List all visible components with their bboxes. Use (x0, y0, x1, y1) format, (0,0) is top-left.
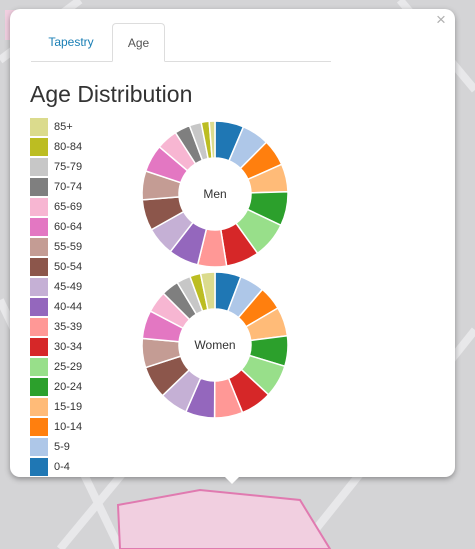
legend-label: 25-29 (54, 361, 83, 373)
legend-label: 20-24 (54, 381, 83, 393)
legend-label: 60-64 (54, 221, 83, 233)
legend-swatch (30, 118, 48, 136)
legend-swatch (30, 238, 48, 256)
legend-label: 85+ (54, 121, 73, 133)
legend-swatch (30, 458, 48, 476)
legend-swatch (30, 198, 48, 216)
legend-label: 45-49 (54, 281, 83, 293)
legend-swatch (30, 178, 48, 196)
legend-item: 15-19 (30, 397, 110, 417)
legend-item: 75-79 (30, 157, 110, 177)
legend-item: 40-44 (30, 297, 110, 317)
legend-swatch (30, 398, 48, 416)
legend-item: 5-9 (30, 437, 110, 457)
legend-item: 85+ (30, 117, 110, 137)
legend-label: 65-69 (54, 201, 83, 213)
legend-swatch (30, 318, 48, 336)
tab-bar: Tapestry Age (31, 23, 331, 62)
legend-swatch (30, 418, 48, 436)
legend-label: 5-9 (54, 441, 70, 453)
legend-item: 50-54 (30, 257, 110, 277)
legend-swatch (30, 218, 48, 236)
legend-swatch (30, 258, 48, 276)
legend-label: 15-19 (54, 401, 83, 413)
legend-swatch (30, 438, 48, 456)
women-donut-chart: Women (141, 271, 289, 419)
legend-swatch (30, 278, 48, 296)
legend-item: 60-64 (30, 217, 110, 237)
legend-item: 80-84 (30, 137, 110, 157)
page-title: Age Distribution (30, 81, 193, 107)
legend-swatch (30, 158, 48, 176)
popup-pointer (222, 474, 242, 484)
legend-item: 65-69 (30, 197, 110, 217)
legend-item: 30-34 (30, 337, 110, 357)
info-popup: × Tapestry Age Age Distribution 85+ 80-84… (10, 9, 455, 477)
legend-item: 45-49 (30, 277, 110, 297)
legend-label: 75-79 (54, 161, 83, 173)
legend-item: 55-59 (30, 237, 110, 257)
legend-item: 25-29 (30, 357, 110, 377)
legend-label: 70-74 (54, 181, 83, 193)
legend-label: 30-34 (54, 341, 83, 353)
donut-slice-85+[interactable] (199, 271, 216, 311)
legend-swatch (30, 338, 48, 356)
legend-item: 35-39 (30, 317, 110, 337)
tab-tapestry[interactable]: Tapestry (48, 35, 94, 49)
donut-center-label: Women (194, 338, 235, 352)
legend-label: 10-14 (54, 421, 83, 433)
tab-age[interactable]: Age (112, 23, 165, 62)
legend-item: 10-14 (30, 417, 110, 437)
legend-label: 80-84 (54, 141, 83, 153)
legend-label: 55-59 (54, 241, 83, 253)
men-donut-chart: Men (141, 120, 289, 268)
legend-item: 20-24 (30, 377, 110, 397)
donut-center-label: Men (203, 187, 226, 201)
donut-slice-85+[interactable] (208, 120, 216, 159)
legend-swatch (30, 378, 48, 396)
legend-item: 0-4 (30, 457, 110, 477)
legend-label: 35-39 (54, 321, 83, 333)
legend-swatch (30, 138, 48, 156)
legend-label: 0-4 (54, 461, 70, 473)
legend-item: 70-74 (30, 177, 110, 197)
legend-swatch (30, 358, 48, 376)
close-icon[interactable]: × (436, 10, 446, 29)
legend-label: 40-44 (54, 301, 83, 313)
legend-label: 50-54 (54, 261, 83, 273)
legend-swatch (30, 298, 48, 316)
